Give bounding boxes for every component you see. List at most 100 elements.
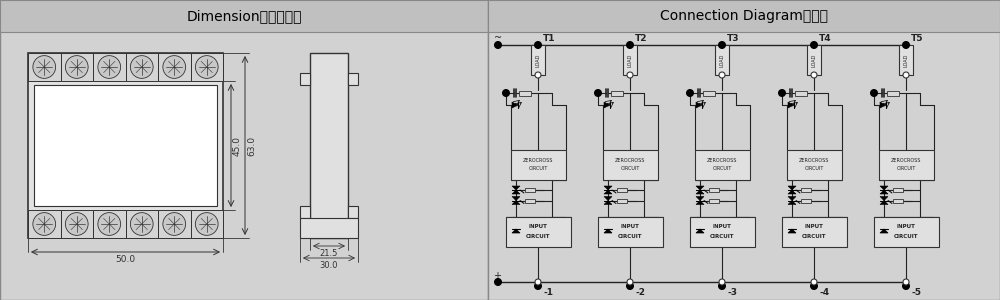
Text: LOAD: LOAD	[628, 53, 633, 67]
Circle shape	[903, 279, 909, 285]
Polygon shape	[880, 190, 888, 194]
Bar	[602, 150, 658, 180]
Circle shape	[98, 213, 121, 236]
Text: ZEROCROSS: ZEROCROSS	[615, 158, 645, 163]
Text: CIRCUIT: CIRCUIT	[804, 167, 824, 172]
Polygon shape	[788, 229, 796, 233]
Text: CIRCUIT: CIRCUIT	[802, 235, 826, 239]
Polygon shape	[880, 186, 888, 190]
Bar	[703, 91, 715, 95]
Bar	[525, 229, 535, 233]
Circle shape	[810, 41, 818, 49]
Circle shape	[902, 283, 910, 290]
Text: INPUT: INPUT	[805, 224, 823, 230]
Circle shape	[626, 41, 634, 49]
Circle shape	[627, 279, 633, 285]
Circle shape	[870, 89, 878, 97]
Bar	[190, 53, 223, 81]
Text: ZEROCROSS: ZEROCROSS	[523, 158, 553, 163]
Bar	[709, 199, 719, 203]
Text: CIRCUIT: CIRCUIT	[620, 167, 640, 172]
Circle shape	[902, 41, 910, 49]
Bar	[28, 53, 223, 238]
Circle shape	[718, 41, 726, 49]
Bar	[300, 206, 310, 218]
Bar	[531, 45, 545, 75]
Bar	[28, 53, 60, 81]
Polygon shape	[880, 102, 886, 108]
Text: -2: -2	[635, 288, 645, 297]
Text: 50.0: 50.0	[115, 255, 136, 264]
Polygon shape	[512, 186, 520, 190]
Text: ZEROCROSS: ZEROCROSS	[891, 158, 921, 163]
Bar	[795, 91, 807, 95]
Bar	[511, 150, 566, 180]
Polygon shape	[696, 200, 704, 205]
Text: CIRCUIT: CIRCUIT	[896, 167, 916, 172]
Bar	[709, 229, 719, 233]
Polygon shape	[880, 229, 888, 233]
Bar	[158, 53, 190, 81]
Bar	[525, 199, 535, 203]
Bar	[879, 150, 934, 180]
Polygon shape	[696, 186, 704, 190]
Circle shape	[811, 72, 817, 78]
Bar	[801, 199, 811, 203]
Bar	[93, 210, 126, 238]
Text: ~: ~	[494, 33, 502, 43]
Polygon shape	[788, 186, 796, 190]
Bar	[690, 217, 755, 247]
Text: LOAD: LOAD	[720, 53, 724, 67]
Circle shape	[130, 56, 153, 78]
Circle shape	[163, 56, 186, 78]
Circle shape	[534, 41, 542, 49]
Polygon shape	[604, 196, 612, 200]
Bar	[623, 45, 637, 75]
Bar	[519, 91, 531, 95]
Circle shape	[626, 283, 634, 290]
Text: -5: -5	[911, 288, 921, 297]
Bar	[893, 199, 903, 203]
Text: LOAD: LOAD	[536, 53, 540, 67]
Polygon shape	[512, 102, 518, 108]
Text: +: +	[493, 271, 501, 281]
Circle shape	[719, 279, 725, 285]
Bar	[300, 73, 310, 85]
Circle shape	[98, 56, 121, 78]
Bar	[60, 210, 93, 238]
Polygon shape	[604, 229, 612, 233]
Polygon shape	[880, 200, 888, 205]
Polygon shape	[788, 196, 796, 200]
Bar	[801, 188, 811, 192]
Bar	[93, 53, 126, 81]
Polygon shape	[696, 102, 702, 108]
Polygon shape	[788, 200, 796, 205]
Text: INPUT: INPUT	[621, 224, 639, 230]
Circle shape	[718, 283, 726, 290]
Text: INPUT: INPUT	[529, 224, 547, 230]
Text: CIRCUIT: CIRCUIT	[710, 235, 734, 239]
Bar	[126, 210, 158, 238]
Text: ZEROCROSS: ZEROCROSS	[799, 158, 829, 163]
Bar	[617, 229, 627, 233]
Bar	[874, 217, 938, 247]
Bar	[488, 0, 1000, 300]
Bar	[617, 188, 627, 192]
Polygon shape	[788, 102, 794, 108]
Circle shape	[811, 279, 817, 285]
Bar	[611, 91, 623, 95]
Circle shape	[535, 72, 541, 78]
Circle shape	[195, 56, 218, 78]
Text: 21.5: 21.5	[320, 249, 338, 258]
Circle shape	[535, 279, 541, 285]
Circle shape	[778, 89, 786, 97]
Text: T5: T5	[911, 34, 924, 43]
Circle shape	[33, 213, 56, 236]
Bar	[506, 217, 570, 247]
Bar	[300, 218, 358, 238]
Bar	[190, 210, 223, 238]
Circle shape	[627, 72, 633, 78]
Bar	[887, 91, 899, 95]
Bar	[782, 217, 846, 247]
Polygon shape	[512, 229, 520, 233]
